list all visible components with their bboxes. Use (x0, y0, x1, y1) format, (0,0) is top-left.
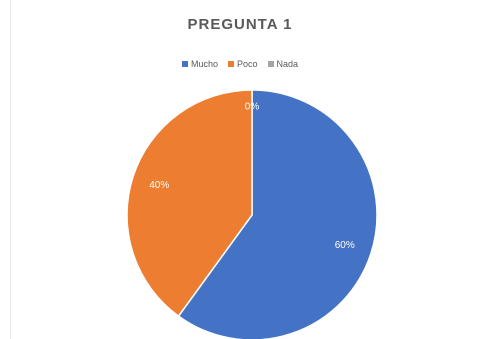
pie-slice-mucho (177, 89, 378, 339)
legend-swatch-nada (267, 61, 274, 67)
data-label-mucho: 60% (335, 240, 355, 251)
pie-slice-poco (126, 89, 253, 318)
legend-label-nada: Nada (276, 59, 299, 69)
legend-item-mucho: Mucho (181, 59, 218, 69)
frame-border (10, 0, 11, 339)
chart-title: PREGUNTA 1 (187, 16, 293, 33)
legend-item-nada: Nada (267, 59, 299, 69)
legend: Mucho Poco Nada (0, 59, 480, 69)
data-label-nada: 0% (245, 101, 260, 112)
data-label-poco: 40% (149, 180, 169, 191)
legend-item-poco: Poco (227, 59, 258, 69)
legend-swatch-poco (227, 61, 234, 67)
legend-label-mucho: Mucho (190, 59, 218, 69)
legend-label-poco: Poco (236, 59, 258, 69)
legend-swatch-mucho (181, 61, 188, 67)
